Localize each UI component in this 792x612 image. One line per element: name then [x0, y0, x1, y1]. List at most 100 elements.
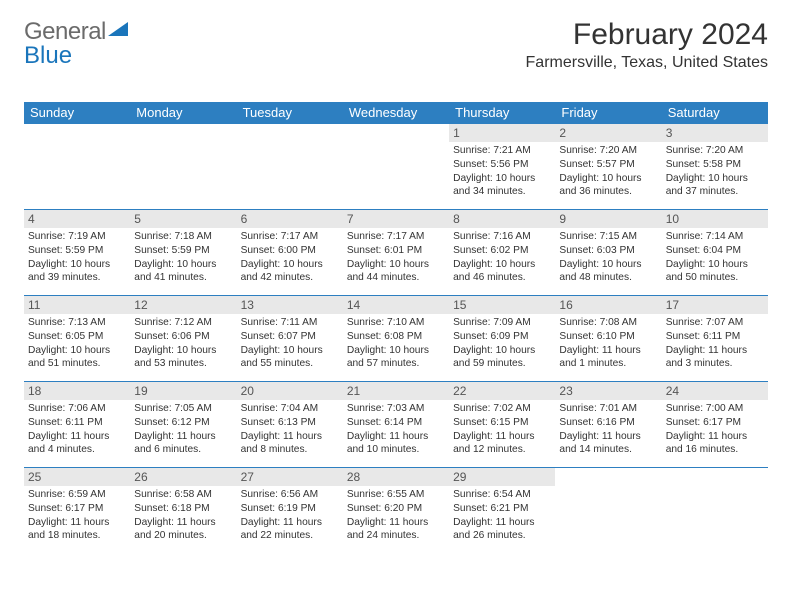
- calendar-day-cell: 21Sunrise: 7:03 AMSunset: 6:14 PMDayligh…: [343, 382, 449, 468]
- day-number: 9: [555, 210, 661, 228]
- weekday-header: Saturday: [662, 102, 768, 124]
- sunrise-text: Sunrise: 7:16 AM: [453, 230, 551, 244]
- sunrise-text: Sunrise: 7:01 AM: [559, 402, 657, 416]
- day-number: 24: [662, 382, 768, 400]
- calendar-empty-cell: [343, 124, 449, 210]
- sunset-text: Sunset: 6:20 PM: [347, 502, 445, 516]
- calendar-day-cell: 4Sunrise: 7:19 AMSunset: 5:59 PMDaylight…: [24, 210, 130, 296]
- brand-part2-wrap: Blue: [24, 42, 72, 70]
- day-number: 13: [237, 296, 343, 314]
- calendar-day-cell: 2Sunrise: 7:20 AMSunset: 5:57 PMDaylight…: [555, 124, 661, 210]
- day-number: 10: [662, 210, 768, 228]
- calendar-day-cell: 5Sunrise: 7:18 AMSunset: 5:59 PMDaylight…: [130, 210, 236, 296]
- calendar-day-cell: 16Sunrise: 7:08 AMSunset: 6:10 PMDayligh…: [555, 296, 661, 382]
- sunset-text: Sunset: 6:04 PM: [666, 244, 764, 258]
- sunset-text: Sunset: 6:19 PM: [241, 502, 339, 516]
- sunrise-text: Sunrise: 7:08 AM: [559, 316, 657, 330]
- sunrise-text: Sunrise: 7:05 AM: [134, 402, 232, 416]
- calendar-empty-cell: [555, 468, 661, 554]
- day-number: 28: [343, 468, 449, 486]
- sunrise-text: Sunrise: 6:58 AM: [134, 488, 232, 502]
- sunrise-text: Sunrise: 7:00 AM: [666, 402, 764, 416]
- sunrise-text: Sunrise: 7:06 AM: [28, 402, 126, 416]
- calendar-day-cell: 3Sunrise: 7:20 AMSunset: 5:58 PMDaylight…: [662, 124, 768, 210]
- sunrise-text: Sunrise: 7:20 AM: [559, 144, 657, 158]
- calendar-day-cell: 25Sunrise: 6:59 AMSunset: 6:17 PMDayligh…: [24, 468, 130, 554]
- calendar-empty-cell: [662, 468, 768, 554]
- sunrise-text: Sunrise: 7:15 AM: [559, 230, 657, 244]
- daylight-text: Daylight: 10 hours and 57 minutes.: [347, 344, 445, 372]
- calendar-day-cell: 23Sunrise: 7:01 AMSunset: 6:16 PMDayligh…: [555, 382, 661, 468]
- sunrise-text: Sunrise: 7:07 AM: [666, 316, 764, 330]
- sunrise-text: Sunrise: 7:03 AM: [347, 402, 445, 416]
- daylight-text: Daylight: 10 hours and 50 minutes.: [666, 258, 764, 286]
- sunset-text: Sunset: 6:02 PM: [453, 244, 551, 258]
- day-number: 7: [343, 210, 449, 228]
- sunset-text: Sunset: 6:08 PM: [347, 330, 445, 344]
- sunrise-text: Sunrise: 6:54 AM: [453, 488, 551, 502]
- sunset-text: Sunset: 6:09 PM: [453, 330, 551, 344]
- sunrise-text: Sunrise: 6:56 AM: [241, 488, 339, 502]
- daylight-text: Daylight: 11 hours and 24 minutes.: [347, 516, 445, 544]
- daylight-text: Daylight: 10 hours and 48 minutes.: [559, 258, 657, 286]
- sunrise-text: Sunrise: 7:20 AM: [666, 144, 764, 158]
- day-number: 8: [449, 210, 555, 228]
- day-number: 14: [343, 296, 449, 314]
- sunset-text: Sunset: 6:06 PM: [134, 330, 232, 344]
- title-block: February 2024 Farmersville, Texas, Unite…: [526, 18, 768, 72]
- calendar-day-cell: 20Sunrise: 7:04 AMSunset: 6:13 PMDayligh…: [237, 382, 343, 468]
- calendar-day-cell: 18Sunrise: 7:06 AMSunset: 6:11 PMDayligh…: [24, 382, 130, 468]
- daylight-text: Daylight: 11 hours and 22 minutes.: [241, 516, 339, 544]
- sunset-text: Sunset: 6:00 PM: [241, 244, 339, 258]
- sunrise-text: Sunrise: 7:13 AM: [28, 316, 126, 330]
- calendar-day-cell: 8 Sunrise: 7:16 AMSunset: 6:02 PMDaylight…: [449, 210, 555, 296]
- sunrise-text: Sunrise: 7:19 AM: [28, 230, 126, 244]
- daylight-text: Daylight: 10 hours and 46 minutes.: [453, 258, 551, 286]
- daylight-text: Daylight: 11 hours and 10 minutes.: [347, 430, 445, 458]
- sunset-text: Sunset: 6:13 PM: [241, 416, 339, 430]
- weekday-header: Sunday: [24, 102, 130, 124]
- sunset-text: Sunset: 6:21 PM: [453, 502, 551, 516]
- weekday-header: Thursday: [449, 102, 555, 124]
- calendar-day-cell: 22Sunrise: 7:02 AMSunset: 6:15 PMDayligh…: [449, 382, 555, 468]
- calendar-day-cell: 14 Sunrise: 7:10 AMSunset: 6:08 PMDayligh…: [343, 296, 449, 382]
- sunrise-text: Sunrise: 7:17 AM: [347, 230, 445, 244]
- daylight-text: Daylight: 11 hours and 16 minutes.: [666, 430, 764, 458]
- sail-icon: [108, 22, 128, 36]
- calendar-day-cell: 9Sunrise: 7:15 AMSunset: 6:03 PMDaylight…: [555, 210, 661, 296]
- daylight-text: Daylight: 11 hours and 8 minutes.: [241, 430, 339, 458]
- sunset-text: Sunset: 6:12 PM: [134, 416, 232, 430]
- month-title: February 2024: [526, 18, 768, 52]
- calendar-day-cell: 28Sunrise: 6:55 AMSunset: 6:20 PMDayligh…: [343, 468, 449, 554]
- daylight-text: Daylight: 11 hours and 6 minutes.: [134, 430, 232, 458]
- calendar-week-row: 25Sunrise: 6:59 AMSunset: 6:17 PMDayligh…: [24, 468, 768, 554]
- calendar-day-cell: 15Sunrise: 7:09 AMSunset: 6:09 PMDayligh…: [449, 296, 555, 382]
- day-number: 27: [237, 468, 343, 486]
- calendar-day-cell: 11Sunrise: 7:13 AMSunset: 6:05 PMDayligh…: [24, 296, 130, 382]
- calendar-day-cell: 27 Sunrise: 6:56 AMSunset: 6:19 PMDayligh…: [237, 468, 343, 554]
- sunset-text: Sunset: 6:11 PM: [28, 416, 126, 430]
- day-number: 4: [24, 210, 130, 228]
- sunrise-text: Sunrise: 7:10 AM: [347, 316, 445, 330]
- sunset-text: Sunset: 6:16 PM: [559, 416, 657, 430]
- daylight-text: Daylight: 10 hours and 36 minutes.: [559, 172, 657, 200]
- calendar-week-row: 18Sunrise: 7:06 AMSunset: 6:11 PMDayligh…: [24, 382, 768, 468]
- day-number: 19: [130, 382, 236, 400]
- day-number: 3: [662, 124, 768, 142]
- sunset-text: Sunset: 6:15 PM: [453, 416, 551, 430]
- daylight-text: Daylight: 11 hours and 1 minutes.: [559, 344, 657, 372]
- calendar-empty-cell: [237, 124, 343, 210]
- sunset-text: Sunset: 6:17 PM: [28, 502, 126, 516]
- calendar-body: 1Sunrise: 7:21 AMSunset: 5:56 PMDaylight…: [24, 124, 768, 554]
- calendar-day-cell: 6Sunrise: 7:17 AMSunset: 6:00 PMDaylight…: [237, 210, 343, 296]
- calendar-day-cell: 26Sunrise: 6:58 AMSunset: 6:18 PMDayligh…: [130, 468, 236, 554]
- calendar-day-cell: 7Sunrise: 7:17 AMSunset: 6:01 PMDaylight…: [343, 210, 449, 296]
- day-number: 5: [130, 210, 236, 228]
- day-number: 1: [449, 124, 555, 142]
- day-number: 11: [24, 296, 130, 314]
- sunrise-text: Sunrise: 7:12 AM: [134, 316, 232, 330]
- daylight-text: Daylight: 10 hours and 37 minutes.: [666, 172, 764, 200]
- weekday-row: SundayMondayTuesdayWednesdayThursdayFrid…: [24, 102, 768, 124]
- calendar-empty-cell: [130, 124, 236, 210]
- daylight-text: Daylight: 10 hours and 34 minutes.: [453, 172, 551, 200]
